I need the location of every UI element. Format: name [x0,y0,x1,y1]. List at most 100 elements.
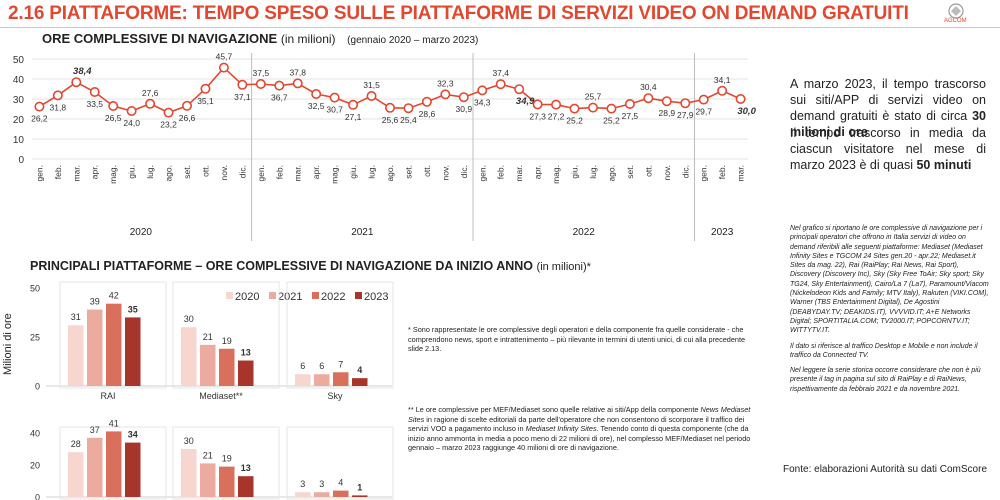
x-tick-label: giu. [570,165,580,179]
bar [68,325,84,386]
data-point [680,98,691,109]
data-point [255,78,266,89]
y-tick-label: 40 [30,429,40,439]
data-label: 27,1 [345,112,362,122]
bar [87,437,103,497]
year-label: 2020 [130,227,153,238]
data-label: 37,1 [234,92,251,102]
category-label: RAI [100,391,115,401]
data-label: 23,2 [160,120,177,130]
data-label: 35,1 [197,96,214,106]
x-tick-label: mar. [293,165,303,182]
x-tick-label: ago. [606,165,616,182]
x-tick-label: lug. [145,165,155,179]
legend-swatch [269,292,276,299]
data-label: 32,3 [437,78,454,88]
x-tick-label: lug. [367,165,377,179]
bar-value-label: 6 [319,361,324,371]
data-label: 30,7 [326,105,343,115]
x-tick-label: nov. [219,165,229,180]
data-label: 25,2 [566,116,583,126]
x-tick-label: apr. [533,165,543,179]
title-divider [0,27,1000,28]
bar-value-label: 19 [222,336,232,346]
data-label: 26,5 [105,113,122,123]
data-label: 27,6 [142,88,159,98]
y-tick-label: 0 [35,382,40,392]
bar-value-label: 21 [203,450,213,460]
data-label: 33,5 [86,99,103,109]
x-tick-label: mag. [330,165,340,184]
y-tick-label: 30 [13,95,25,106]
y-tick-label: 10 [13,135,25,146]
summary-paragraph-2: Il tempo trascorso in media da ciascun v… [790,126,986,172]
data-label: 36,7 [271,93,288,103]
bar-value-label: 3 [300,479,305,489]
data-point [108,100,119,111]
y-tick-label: 25 [30,333,40,343]
data-point [532,99,543,110]
x-tick-label: ott. [200,165,210,177]
data-point [292,78,303,89]
bar [106,431,122,497]
data-label: 34,3 [474,97,491,107]
x-tick-label: apr. [90,165,100,179]
data-point [698,94,709,105]
bar [219,348,235,386]
data-point [717,85,728,96]
data-point [145,98,156,109]
year-label: 2023 [711,227,734,238]
x-tick-label: nov. [662,165,672,180]
data-point [34,101,45,112]
bar-value-label: 21 [203,332,213,342]
emblem-icon [948,3,964,19]
summary-paragraph-1: A marzo 2023, il tempo trascorso sui sit… [790,77,986,139]
bar-value-label: 30 [184,314,194,324]
x-tick-label: nov. [440,165,450,180]
y-tick-label: 50 [30,284,40,294]
data-point [569,103,580,114]
data-point [126,105,137,116]
bar-value-label: 1 [357,482,362,492]
bar [352,378,368,386]
bar [68,452,84,497]
data-label: 32,5 [308,101,325,111]
data-point [329,92,340,103]
bar-value-label: 31 [71,312,81,322]
x-tick-label: giu. [348,165,358,179]
y-tick-label: 40 [13,75,25,86]
x-tick-label: mar. [514,165,524,182]
bar [181,449,197,497]
group-frame [172,281,280,389]
x-tick-label: set. [403,165,413,179]
footnote-1: * Sono rappresentate le ore complessive … [408,325,746,353]
data-point [366,90,377,101]
data-point [237,79,248,90]
data-point [274,80,285,91]
data-label: 30,4 [640,82,657,92]
data-label: 38,4 [73,66,92,77]
bar [295,492,311,497]
bar-value-label: 13 [241,348,251,358]
bar-value-label: 7 [338,359,343,369]
bar-value-label: 4 [357,365,362,375]
bar [238,360,254,386]
x-tick-label: mar. [71,165,81,182]
group-frame [286,281,394,389]
data-point [89,86,100,97]
note-3: Nel leggere la serie storica occorre con… [790,367,981,393]
group-frame [59,426,167,500]
x-tick-label: lug. [588,165,598,179]
x-tick-label: dic. [459,165,469,178]
bar [219,466,235,497]
x-tick-label: ago. [164,165,174,182]
data-label: 37,4 [492,68,509,78]
bar-value-label: 28 [71,439,81,449]
legend-label: 2020 [235,291,259,303]
bar [314,492,330,497]
line-chart: 0 10 20 30 40 50 2020 2021 2022 2023 26,2 gen. 31,8 f… [13,52,757,241]
y-tick-label: 0 [35,493,40,500]
data-label: 27,2 [548,112,565,122]
bar-value-label: 30 [184,436,194,446]
data-label: 25,6 [382,115,399,125]
